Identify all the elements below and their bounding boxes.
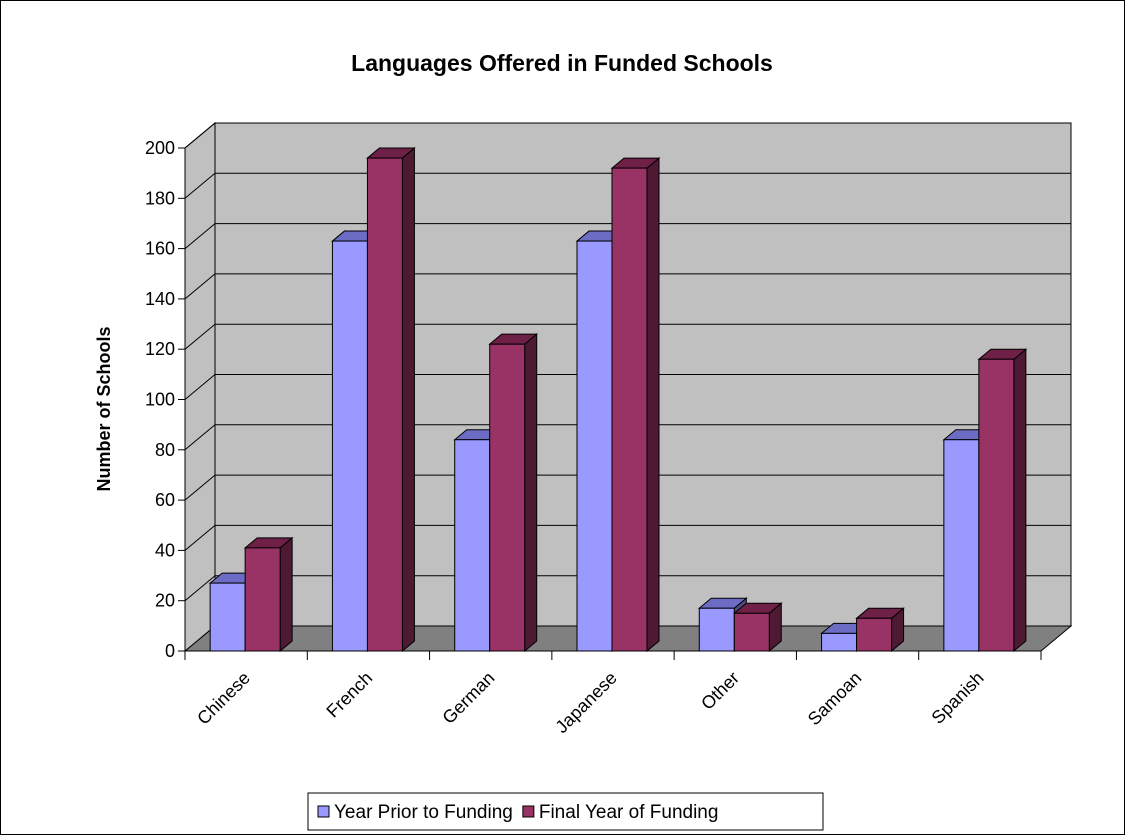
x-tick-label: German <box>438 668 498 728</box>
x-tick-label: Samoan <box>804 668 866 730</box>
gridline <box>184 223 1071 249</box>
bar-front <box>821 632 858 652</box>
bar-side <box>646 157 660 653</box>
gridline <box>184 524 1071 551</box>
bar-side <box>279 536 293 653</box>
legend-swatch <box>522 805 535 818</box>
bar-front <box>454 439 491 652</box>
y-axis-title: Number of Schools <box>94 326 114 491</box>
gridline <box>184 323 1071 350</box>
bar <box>977 348 1028 653</box>
x-tick-label: French <box>322 668 376 722</box>
legend-box <box>307 792 824 831</box>
legend-swatch <box>317 805 330 818</box>
bar-front <box>366 157 403 652</box>
x-tick-label: Other <box>697 668 743 714</box>
bar-front <box>576 240 613 652</box>
y-tick-label: 60 <box>155 490 175 510</box>
gridline <box>184 474 1071 501</box>
bar-front <box>209 582 246 652</box>
y-tick-label: 20 <box>155 591 175 611</box>
bar <box>243 536 294 653</box>
bar-front <box>733 612 770 652</box>
y-tick-label: 200 <box>145 138 175 158</box>
legend-label: Final Year of Funding <box>539 802 719 823</box>
y-tick-label: 100 <box>145 390 175 410</box>
bar-side <box>401 146 415 653</box>
gridline <box>184 424 1071 451</box>
y-tick-label: 40 <box>155 540 175 560</box>
x-tick-label: Japanese <box>551 668 620 737</box>
bar-front <box>698 607 735 652</box>
bar-front <box>611 167 648 652</box>
y-tick-label: 140 <box>145 289 175 309</box>
gridline <box>184 273 1071 300</box>
chart-title: Languages Offered in Funded Schools <box>351 50 773 76</box>
bar-front <box>244 547 281 652</box>
x-tick-label: Spanish <box>928 668 988 728</box>
bar-front <box>489 343 526 652</box>
bar-front <box>943 439 980 652</box>
bars <box>208 146 1028 653</box>
bar-front <box>331 240 368 652</box>
bar-side <box>524 333 538 653</box>
y-tick-label: 160 <box>145 239 175 259</box>
bar <box>855 607 905 653</box>
gridline <box>184 122 1071 149</box>
gridline <box>184 374 1071 400</box>
y-tick-label: 80 <box>155 440 175 460</box>
gridline <box>184 575 1071 602</box>
bar <box>366 146 416 653</box>
bar <box>732 602 783 653</box>
bar <box>610 157 661 653</box>
y-tick-label: 120 <box>145 339 175 359</box>
y-tick-label: 0 <box>165 641 175 661</box>
bar-side <box>1013 348 1027 653</box>
bar-front <box>978 358 1015 652</box>
gridline <box>184 172 1071 199</box>
bar <box>488 333 539 653</box>
x-tick-label: Chinese <box>193 668 254 729</box>
y-tick-label: 180 <box>145 188 175 208</box>
legend-label: Year Prior to Funding <box>334 802 513 823</box>
legend: Year Prior to Funding Final Year of Fundi… <box>307 792 824 831</box>
bar-front <box>856 617 893 652</box>
